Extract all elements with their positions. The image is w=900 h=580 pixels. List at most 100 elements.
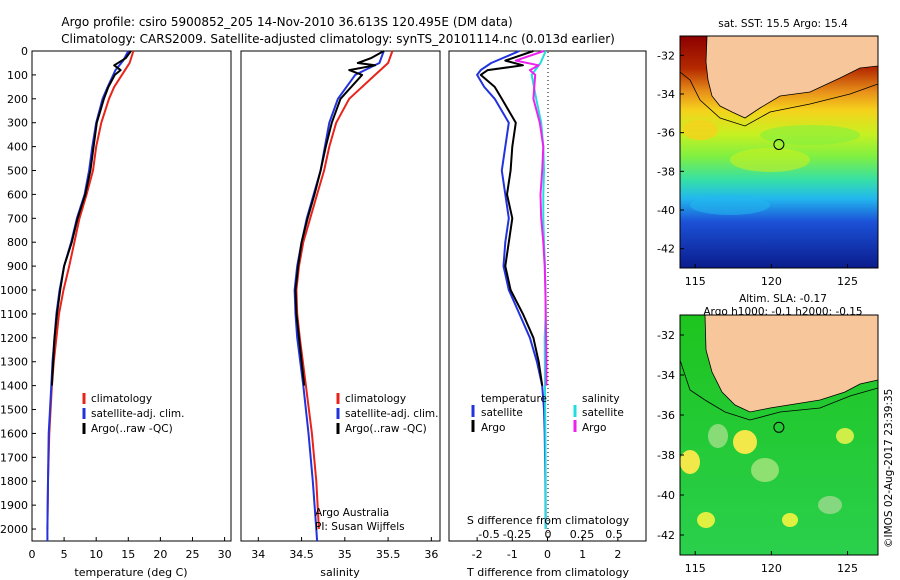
temperature-x-label: temperature (deg C) [74, 566, 187, 579]
t-difference-label: T difference from climatology [466, 566, 629, 579]
x-tick-label: 15 [121, 548, 135, 561]
legend-label-satellite: satellite-adj. clim. [91, 408, 184, 420]
salinity-axes-frame [240, 50, 441, 542]
x-tick-label: 34 [251, 548, 265, 561]
map-y-tick-label: -34 [657, 88, 675, 101]
s-difference-tick-labels: -0.5 -0.25 0 0.25 0.5 [478, 528, 622, 541]
sla-map-frame [679, 314, 879, 556]
depth-tick-label: 200 [7, 93, 28, 106]
series-line-3 [514, 50, 548, 386]
map-x-tick-label: 115 [685, 275, 706, 288]
sla-depth-contour [680, 359, 878, 421]
salinity-legend: climatology satellite-adj. clim. Argo(..… [336, 393, 438, 435]
temperature-series [46, 50, 135, 541]
depth-tick-label: 1100 [0, 308, 28, 321]
map-x-tick-label: 125 [837, 275, 858, 288]
sla-high [697, 512, 715, 528]
depth-tick-labels: 0 100 200 300 400 500 600 700 800 900 1000 1100 1200… [0, 45, 36, 536]
temperature-panel: 0100200300400500600700800900100011001200… [0, 45, 232, 579]
map-x-tick-label: 125 [837, 562, 858, 575]
depth-tick-label: 1400 [0, 380, 28, 393]
depth-tick-label: 1700 [0, 451, 28, 464]
map-y-tick-label: -40 [657, 489, 675, 502]
sst-depth-contour [680, 71, 878, 127]
x-tick-label: 5 [61, 548, 68, 561]
s-tick-label: 0.25 [570, 528, 595, 541]
depth-tick-label: 1600 [0, 427, 28, 440]
header-line-2: Climatology: CARS2009. Satellite-adjuste… [61, 32, 615, 46]
salinity-x-label: salinity [320, 566, 360, 579]
depth-tick-label: 2000 [0, 523, 28, 536]
legend-label-climatology: climatology [345, 393, 406, 405]
map-y-tick-label: -36 [657, 409, 675, 422]
x-tick-label: 30 [218, 548, 232, 561]
map-y-tick-label: -36 [657, 127, 675, 140]
series-line-2 [50, 50, 132, 386]
map-y-tick-label: -42 [657, 243, 675, 256]
salinity-tick-labels: 34 34.5 35 35.5 36 [251, 537, 438, 561]
difference-panel: -2 -1 0 1 2 -0.5 -0.25 0 0.25 0.5 S difference f… [448, 50, 647, 579]
depth-tick-label: 1300 [0, 356, 28, 369]
x-tick-label: -1 [507, 548, 518, 561]
map-y-tick-label: -34 [657, 369, 675, 382]
series-line-0 [295, 50, 394, 530]
x-tick-label: 0 [544, 548, 551, 561]
x-tick-label: 1 [579, 548, 586, 561]
legend-label-climatology: climatology [91, 393, 152, 405]
sla-high [782, 513, 798, 527]
salinity-panel: 34 34.5 35 35.5 36 salinity climatology sate… [240, 50, 441, 579]
legend-label-argo: Argo(..raw -QC) [91, 423, 173, 435]
map-y-tick-label: -38 [657, 449, 675, 462]
depth-tick-label: 1000 [0, 284, 28, 297]
map-y-tick-label: -32 [657, 329, 675, 342]
depth-tick-label: 700 [7, 212, 28, 225]
annotation-pi: PI: Susan Wijffels [315, 521, 405, 533]
sst-map: sat. SST: 15.5 Argo: 15.4 115 120 125 -32 -3… [657, 18, 879, 288]
x-tick-label: 36 [424, 548, 438, 561]
depth-tick-label: 300 [7, 117, 28, 130]
sst-cool-patch [690, 195, 770, 215]
t-difference-tick-labels: -2 -1 0 1 2 [472, 537, 621, 561]
x-tick-label: -2 [472, 548, 483, 561]
series-line-2 [530, 50, 547, 529]
map-y-tick-label: -40 [657, 204, 675, 217]
temperature-tick-labels: 0 5 10 15 20 25 30 [29, 537, 232, 561]
s-difference-label: S difference from climatology [467, 514, 630, 527]
imos-timestamp: ©IMOS 02-Aug-2017 23:39:35 [883, 389, 895, 548]
map-y-tick-label: -32 [657, 49, 675, 62]
legend-label-s-satellite: satellite [582, 407, 624, 419]
depth-tick-label: 100 [7, 69, 28, 82]
salinity-series [293, 50, 394, 542]
temperature-legend: climatology satellite-adj. clim. Argo(..… [82, 393, 184, 435]
sla-mid [708, 424, 728, 448]
depth-tick-label: 400 [7, 141, 28, 154]
legend-label-t-argo: Argo [481, 422, 505, 434]
legend-title-temperature: temperature [481, 393, 547, 405]
difference-series [476, 50, 548, 530]
argo-float-marker [773, 139, 785, 150]
sst-map-tick-labels: 115 120 125 -32 -34 -36 -38 -40 -42 [657, 49, 858, 288]
depth-tick-label: 1500 [0, 404, 28, 417]
s-tick-label: -0.25 [503, 528, 531, 541]
series-line-0 [476, 50, 547, 530]
x-tick-label: 20 [153, 548, 167, 561]
sst-warm-patch [682, 120, 718, 140]
temperature-axes-frame [31, 50, 232, 542]
sst-patch [730, 148, 810, 172]
depth-tick-label: 1200 [0, 332, 28, 345]
sla-map: Altim. SLA: -0.17 Argo h1000: -0.1 h2000… [657, 293, 879, 575]
sla-high [733, 430, 757, 454]
depth-tick-label: 0 [21, 45, 28, 58]
sst-patch [760, 125, 860, 145]
series-line-1 [479, 50, 544, 386]
depth-tick-label: 600 [7, 188, 28, 201]
s-tick-label: 0 [545, 528, 552, 541]
s-tick-label: -0.5 [478, 528, 499, 541]
australia-land [704, 315, 878, 413]
map-x-tick-label: 120 [761, 275, 782, 288]
map-y-tick-label: -42 [657, 529, 675, 542]
map-y-tick-label: -38 [657, 165, 675, 178]
sla-mid [751, 458, 779, 482]
depth-tick-label: 800 [7, 236, 28, 249]
